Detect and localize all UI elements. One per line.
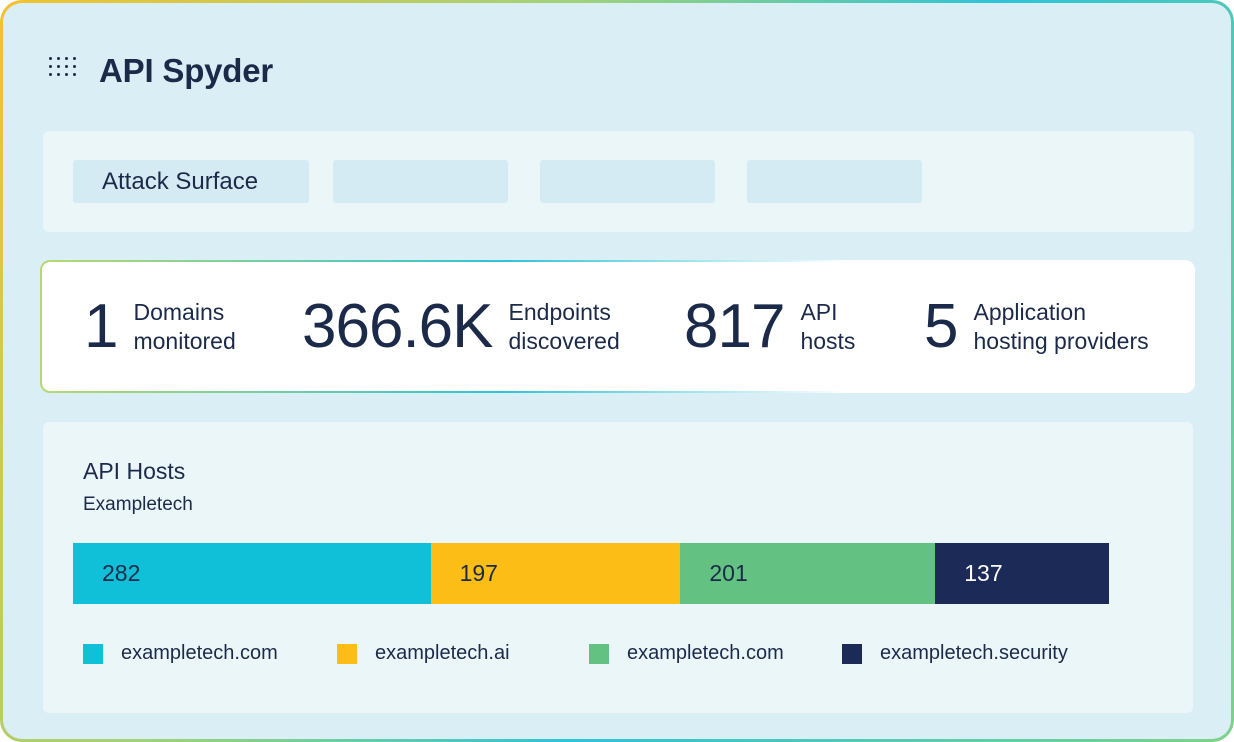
grid-dots-icon[interactable]	[49, 56, 79, 86]
tab-bar: Attack Surface	[43, 131, 1194, 232]
stat-api-hosts: 817 API hosts	[684, 292, 855, 362]
legend-item: exampletech.security	[842, 642, 1068, 665]
api-hosts-card: API Hosts Exampletech 282 197 201 137 examp…	[43, 422, 1193, 713]
main-panel: API Spyder Attack Surface 1 Domains moni…	[3, 3, 1231, 739]
stat-label: API hosts	[800, 299, 856, 354]
legend-label: exampletech.com	[627, 642, 784, 664]
stats-card: 1 Domains monitored 366.6K Endpoints dis…	[42, 262, 1193, 391]
stat-label: Endpoints discovered	[508, 299, 620, 354]
bar-segment-3[interactable]: 201	[680, 543, 936, 604]
legend-label: exampletech.com	[121, 642, 278, 664]
stat-value: 1	[84, 292, 118, 361]
stats-card-border: 1 Domains monitored 366.6K Endpoints dis…	[40, 260, 1195, 393]
legend-label: exampletech.ai	[375, 642, 510, 664]
stat-hosting-providers: 5 Application hosting providers	[924, 292, 1149, 362]
tab-attack-surface[interactable]: Attack Surface	[73, 160, 309, 203]
stat-endpoints: 366.6K Endpoints discovered	[302, 292, 620, 362]
tab-placeholder-2[interactable]	[333, 160, 508, 203]
stat-value: 366.6K	[302, 292, 494, 361]
legend-swatch	[842, 643, 862, 664]
api-hosts-stacked-bar: 282 197 201 137	[73, 543, 1109, 604]
bar-segment-2[interactable]: 197	[430, 543, 681, 604]
tab-placeholder-4[interactable]	[747, 160, 922, 203]
legend-swatch	[337, 643, 357, 664]
tab-placeholder-3[interactable]	[540, 160, 715, 203]
legend-item: exampletech.com	[589, 642, 784, 665]
app-title: API Spyder	[99, 52, 274, 89]
app-header: API Spyder	[49, 49, 273, 93]
legend-item: exampletech.ai	[337, 642, 510, 665]
stat-label: Domains monitored	[133, 299, 236, 354]
api-hosts-subtitle: Exampletech	[83, 494, 193, 515]
bar-segment-1[interactable]: 282	[73, 543, 431, 604]
legend-label: exampletech.security	[880, 642, 1068, 664]
stat-label: Application hosting providers	[973, 299, 1149, 354]
bar-segment-4[interactable]: 137	[935, 543, 1109, 604]
legend-swatch	[83, 643, 103, 664]
stat-value: 5	[924, 292, 958, 361]
stat-domains: 1 Domains monitored	[84, 292, 236, 362]
api-hosts-title: API Hosts	[83, 458, 186, 484]
legend-swatch	[589, 643, 609, 664]
legend-item: exampletech.com	[83, 642, 278, 665]
stat-value: 817	[684, 292, 785, 361]
